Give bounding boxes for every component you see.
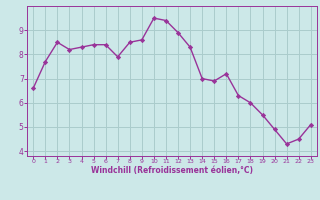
X-axis label: Windchill (Refroidissement éolien,°C): Windchill (Refroidissement éolien,°C)	[91, 166, 253, 175]
